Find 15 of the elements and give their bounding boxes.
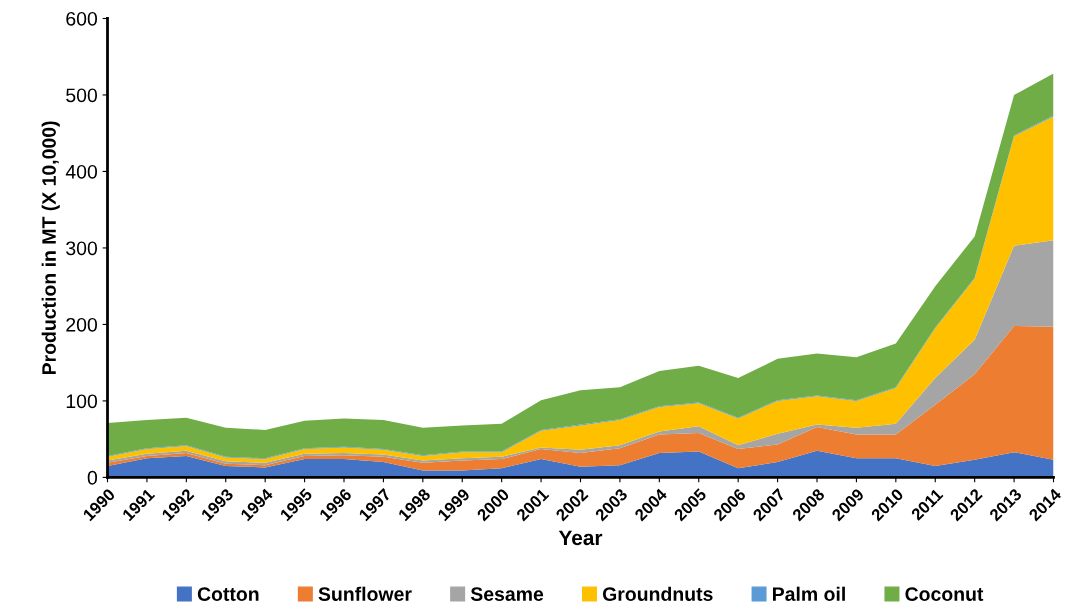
y-tick-label: 100 <box>66 394 98 409</box>
legend-label: Coconut <box>905 587 984 601</box>
y-tick-label: 600 <box>66 11 98 26</box>
y-tick-label: 400 <box>65 164 98 179</box>
y-tick-label: 300 <box>66 241 98 256</box>
legend-label: Sesame <box>470 587 544 601</box>
legend-label: Groundnuts <box>602 586 713 601</box>
y-axis-title: Production in MT (X 10,000) <box>41 121 60 375</box>
legend-label: Cotton <box>197 587 259 601</box>
x-axis-title: Year <box>558 530 603 546</box>
y-tick-label: 500 <box>66 88 98 103</box>
legend-label: Sunflower <box>318 586 412 601</box>
y-tick-label: 200 <box>66 317 98 332</box>
y-tick-label: 0 <box>87 470 98 485</box>
legend-label: Palm oil <box>773 586 845 601</box>
